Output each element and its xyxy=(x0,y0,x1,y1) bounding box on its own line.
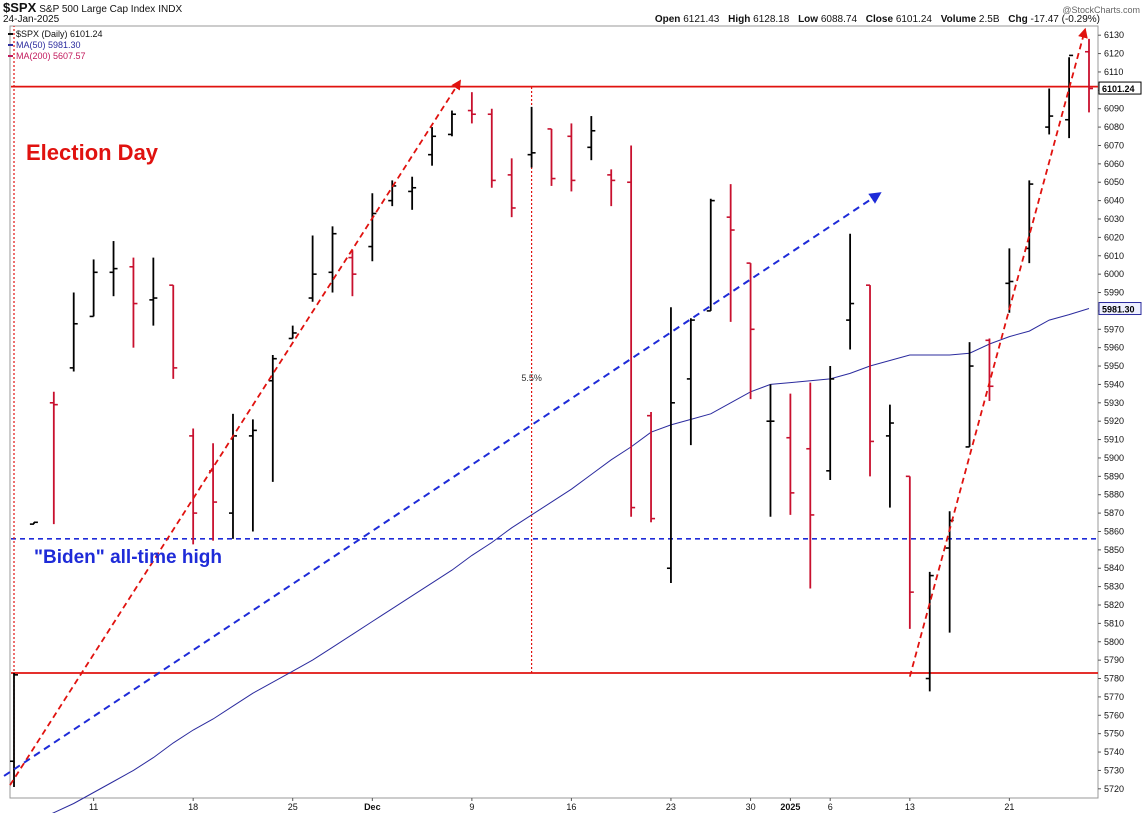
high-value: 6128.18 xyxy=(753,14,790,25)
red-arrow-1 xyxy=(9,79,462,786)
y-tick-label: 5810 xyxy=(1104,618,1124,628)
pct-annotation: 5.5% xyxy=(521,373,542,383)
y-tick-label: 5780 xyxy=(1104,674,1124,684)
x-tick-label: 30 xyxy=(746,802,756,812)
y-tick-label: 6040 xyxy=(1104,196,1124,206)
volume-value: 2.5B xyxy=(978,14,1000,25)
last-price-tag: 6101.24 xyxy=(1102,84,1135,94)
y-tick-label: 5860 xyxy=(1104,526,1124,536)
y-tick-label: 5850 xyxy=(1104,545,1124,555)
x-tick-label: 25 xyxy=(288,802,298,812)
brand-label: @StockCharts.com xyxy=(1062,5,1140,15)
x-tick-label: 6 xyxy=(828,802,833,812)
y-tick-label: 5970 xyxy=(1104,324,1124,334)
y-tick-label: 6000 xyxy=(1104,269,1124,279)
y-tick-label: 5820 xyxy=(1104,600,1124,610)
legend-entry: $SPX (Daily) 6101.24 xyxy=(16,29,103,39)
close-label: Close xyxy=(865,14,894,25)
chg-label: Chg xyxy=(1008,14,1028,25)
y-tick-label: 5870 xyxy=(1104,508,1124,518)
y-tick-label: 6050 xyxy=(1104,177,1124,187)
y-tick-label: 5790 xyxy=(1104,655,1124,665)
y-tick-label: 6080 xyxy=(1104,122,1124,132)
y-tick-label: 5990 xyxy=(1104,288,1124,298)
ma50-tag: 5981.30 xyxy=(1102,305,1135,315)
y-tick-label: 5840 xyxy=(1104,563,1124,573)
volume-label: Volume xyxy=(940,14,977,25)
y-tick-label: 5950 xyxy=(1104,361,1124,371)
y-tick-label: 6010 xyxy=(1104,251,1124,261)
chg-value: -17.47 (-0.29%) xyxy=(1030,14,1100,25)
legend-entry: MA(200) 5607.57 xyxy=(16,51,86,61)
y-tick-label: 6060 xyxy=(1104,159,1124,169)
y-tick-label: 6110 xyxy=(1104,67,1123,77)
y-tick-label: 6030 xyxy=(1104,214,1124,224)
ohlc-readout: Open 6121.43 High 6128.18 Low 6088.74 Cl… xyxy=(655,14,1100,26)
y-tick-label: 6120 xyxy=(1104,49,1124,59)
y-tick-label: 5940 xyxy=(1104,379,1124,389)
ma50-tag-box xyxy=(1098,302,1142,316)
ticker-symbol: $SPX S&P 500 Large Cap Index INDX xyxy=(3,0,183,15)
x-tick-label: 16 xyxy=(566,802,576,812)
blue-arrow xyxy=(3,192,882,777)
y-tick-label: 6020 xyxy=(1104,232,1124,242)
legend-entry: MA(50) 5981.30 xyxy=(16,40,81,50)
chart-date: 24-Jan-2025 xyxy=(3,14,60,25)
x-tick-label: 11 xyxy=(89,802,98,812)
y-tick-label: 5890 xyxy=(1104,471,1124,481)
election-day-annotation: Election Day xyxy=(26,140,159,165)
last-price-tag-box xyxy=(1098,81,1142,95)
low-label: Low xyxy=(798,14,819,25)
close-value: 6101.24 xyxy=(895,14,932,25)
y-tick-label: 5930 xyxy=(1104,398,1124,408)
biden-high-annotation: "Biden" all-time high xyxy=(34,547,222,568)
x-tick-label: 9 xyxy=(469,802,474,812)
low-value: 6088.74 xyxy=(820,14,858,25)
x-tick-label: Dec xyxy=(364,802,381,812)
y-tick-label: 5800 xyxy=(1104,637,1124,647)
index-name: S&P 500 Large Cap Index xyxy=(39,4,156,15)
y-tick-label: 5910 xyxy=(1104,435,1124,445)
y-tick-label: 5740 xyxy=(1104,747,1124,757)
y-tick-label: 5830 xyxy=(1104,582,1124,592)
open-value: 6121.43 xyxy=(683,14,720,25)
y-tick-label: 5770 xyxy=(1104,692,1124,702)
x-tick-label: 2025 xyxy=(780,802,800,812)
y-tick-label: 6130 xyxy=(1104,30,1124,40)
y-tick-label: 5730 xyxy=(1104,765,1124,775)
open-label: Open xyxy=(654,14,681,25)
y-tick-label: 6070 xyxy=(1104,140,1124,150)
y-tick-label: 5720 xyxy=(1104,784,1124,794)
exchange: INDX xyxy=(158,4,183,15)
x-tick-label: 13 xyxy=(905,802,915,812)
y-tick-label: 5900 xyxy=(1104,453,1124,463)
y-tick-label: 5960 xyxy=(1104,343,1124,353)
x-tick-label: 21 xyxy=(1004,802,1014,812)
x-tick-label: 18 xyxy=(188,802,198,812)
red-arrow-2 xyxy=(908,27,1088,677)
y-tick-label: 5750 xyxy=(1104,729,1124,739)
y-tick-label: 5880 xyxy=(1104,490,1124,500)
y-tick-label: 6090 xyxy=(1104,104,1124,114)
x-tick-label: 23 xyxy=(666,802,676,812)
y-tick-label: 5760 xyxy=(1104,710,1124,720)
y-tick-label: 5920 xyxy=(1104,416,1124,426)
high-label: High xyxy=(728,14,751,25)
plot-frame xyxy=(9,25,1099,799)
ma50-line xyxy=(51,308,1090,813)
